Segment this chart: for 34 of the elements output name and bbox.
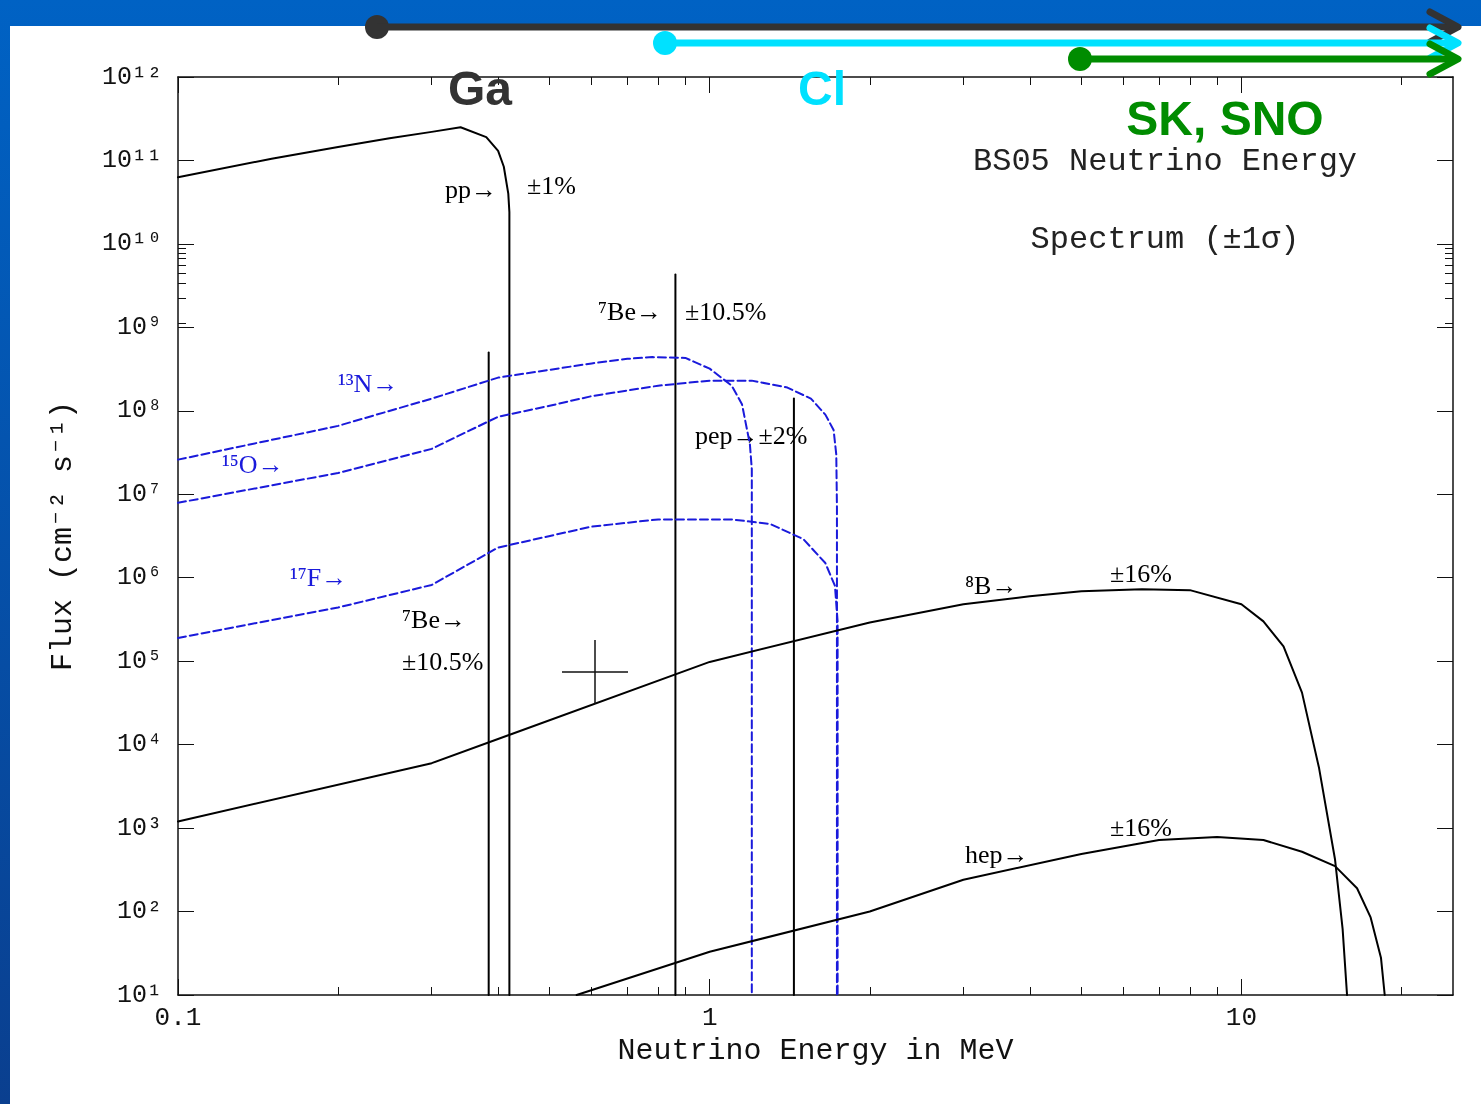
annotation: ±1% xyxy=(527,170,576,200)
annotation: ±16% xyxy=(1110,812,1172,842)
text: Spectrum (±1σ) xyxy=(1030,220,1300,258)
annotation: ±10.5% xyxy=(685,296,767,326)
y-tick-label: 10⁹ xyxy=(116,312,162,342)
y-tick-label: 10² xyxy=(116,897,162,927)
y-tick-label: 10⁷ xyxy=(116,479,162,509)
x-tick-label: 0.1 xyxy=(154,1003,202,1033)
y-tick-label: 10⁴ xyxy=(116,730,162,760)
y-tick-label: 10¹¹ xyxy=(101,145,162,175)
annotation: ⁷Be→ xyxy=(402,604,466,634)
y-tick-label: 10¹⁰ xyxy=(101,229,162,259)
annotation: Ga xyxy=(447,61,513,115)
annotation: ¹⁷F→ xyxy=(290,562,348,592)
x-axis-title: Neutrino Energy in MeV xyxy=(617,1033,1014,1068)
y-axis-title: Flux (cm⁻² s⁻¹) xyxy=(46,400,80,672)
annotation: ±16% xyxy=(1110,558,1172,588)
y-tick-label: 10⁸ xyxy=(116,396,162,426)
text: BS05 Neutrino Energy xyxy=(972,142,1358,180)
y-tick-label: 10³ xyxy=(116,813,162,843)
y-tick-label: 10⁵ xyxy=(116,646,162,676)
y-tick-label: 10⁶ xyxy=(116,563,162,593)
x-tick-label: 10 xyxy=(1225,1003,1258,1033)
annotation: ⁸B→ xyxy=(965,570,1018,600)
x-tick-label: 1 xyxy=(701,1003,718,1033)
annotation: ±10.5% xyxy=(402,646,484,676)
y-tick-label: 10¹² xyxy=(101,62,162,92)
annotation: ¹³N→ xyxy=(338,368,399,398)
annotation: SK, SNO xyxy=(1126,91,1324,145)
annotation: ⁷Be→ xyxy=(598,296,662,326)
annotation: Cl xyxy=(798,61,846,115)
annotation: hep→ xyxy=(965,839,1029,869)
annotation: pp→ xyxy=(445,174,497,204)
annotation: ¹⁵O→ xyxy=(222,449,284,479)
